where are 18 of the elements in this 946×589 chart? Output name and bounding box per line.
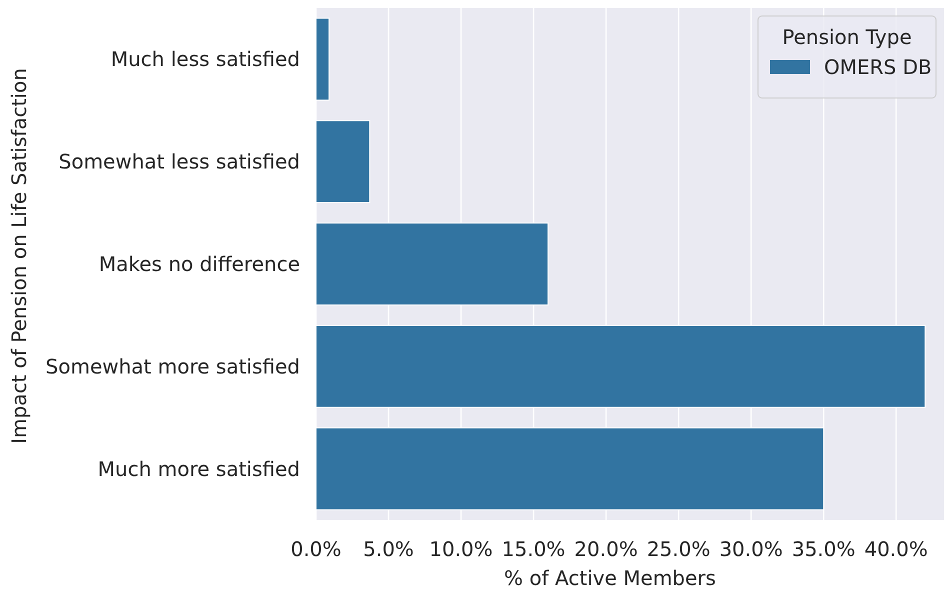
y-axis-title: Impact of Pension on Life Satisfaction <box>7 68 31 444</box>
y-tick-label: Somewhat less satisfied <box>58 150 300 174</box>
y-tick-label: Much less satisfied <box>110 47 300 72</box>
x-tick-label: 40.0% <box>864 537 928 561</box>
y-tick-label: Somewhat more satisfied <box>46 354 300 378</box>
x-axis-title: % of Active Members <box>504 566 716 589</box>
y-tick-label: Much more satisfied <box>98 456 300 481</box>
x-tick-label: 25.0% <box>646 537 710 561</box>
x-tick-label: 10.0% <box>429 537 493 561</box>
x-tick-label: 30.0% <box>719 537 783 561</box>
legend-label: OMERS DB <box>824 55 932 79</box>
x-tick-label: 15.0% <box>502 537 566 561</box>
x-tick-label: 5.0% <box>363 537 414 561</box>
y-tick-label: Makes no difference <box>98 252 300 276</box>
x-tick-label: 20.0% <box>574 537 638 561</box>
x-tick-label: 35.0% <box>792 537 856 561</box>
legend-title: Pension Type <box>782 25 912 49</box>
x-tick-label: 0.0% <box>290 537 342 561</box>
